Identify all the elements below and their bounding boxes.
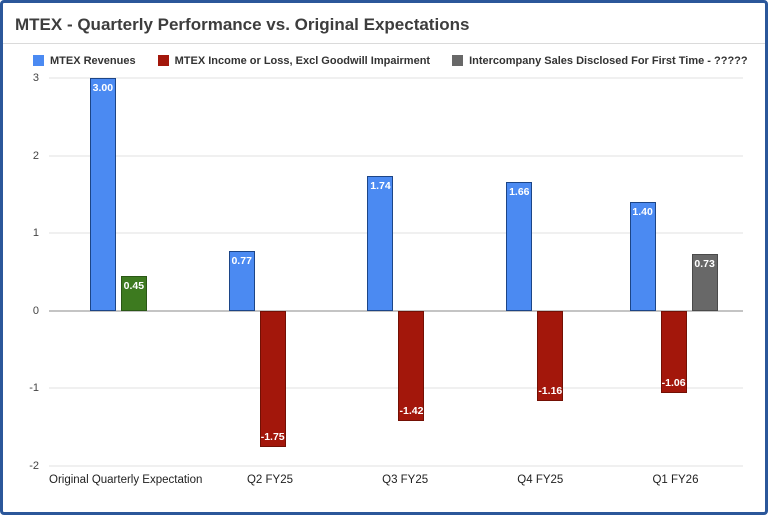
y-tick-label: -1 (29, 382, 39, 395)
category-label: Original Quarterly Expectation (49, 474, 203, 486)
gridline (49, 465, 743, 467)
bar[interactable]: 0.77 (228, 251, 255, 311)
legend-swatch (157, 55, 169, 66)
bar-value-label: 1.40 (632, 206, 653, 219)
legend-swatch (452, 55, 464, 66)
bar[interactable]: 1.74 (367, 175, 394, 311)
bar[interactable]: -1.75 (259, 310, 286, 447)
legend-label: MTEX Revenues (50, 54, 136, 67)
bar[interactable]: -1.42 (398, 310, 425, 421)
gridline (49, 155, 743, 157)
bar[interactable]: 0.45 (120, 275, 147, 311)
bar-value-label: 3.00 (92, 82, 114, 94)
category-label: Q2 FY25 (246, 474, 293, 486)
legend-item[interactable]: MTEX Income or Loss, Excl Goodwill Impai… (157, 54, 431, 67)
bar-value-label: 1.74 (370, 179, 391, 192)
bar[interactable]: 0.73 (691, 254, 718, 311)
legend-label: MTEX Income or Loss, Excl Goodwill Impai… (174, 54, 431, 67)
bar-value-label: -1.75 (260, 430, 285, 443)
y-tick-label: -2 (29, 460, 39, 472)
title-divider (3, 43, 765, 44)
legend-item[interactable]: Intercompany Sales Disclosed For First T… (452, 55, 748, 67)
y-tick-label: 3 (32, 72, 39, 84)
bar-value-label: 0.73 (694, 258, 715, 271)
bar[interactable]: 1.66 (506, 181, 533, 311)
bar-value-label: 0.77 (231, 255, 252, 268)
plot-area: 3 2 1 0 -1 -2 3.00 0.45 0.77 -1.75 1.74 -1.42 1.66 -1… (29, 72, 743, 472)
chart-area: 3 2 1 0 -1 -2 3.00 0.45 0.77 -1.75 1.74 -1.42 1.66 -1… (29, 72, 743, 472)
bar-group: 1.74 -1.42 (327, 78, 466, 466)
zero-line (49, 310, 743, 312)
bar-value-label: -1.16 (538, 384, 563, 397)
category-label: Q3 FY25 (382, 474, 429, 486)
bar-value-label: 1.66 (509, 185, 530, 198)
legend: MTEX Revenues MTEX Income or Loss, Excl G… (33, 53, 753, 68)
bar-group: 3.00 0.45 (49, 78, 188, 466)
chart-title: MTEX - Quarterly Performance vs. Origina… (15, 15, 470, 34)
gridline (49, 77, 743, 79)
bar[interactable]: -1.06 (660, 310, 687, 394)
y-tick-label: 2 (32, 149, 39, 162)
category-label: Q1 FY26 (652, 474, 699, 486)
legend-swatch (33, 55, 44, 66)
x-axis-labels: Original Quarterly Expectation Q2 FY25 Q3 … (49, 474, 743, 486)
gridline (49, 387, 743, 389)
bar[interactable]: 3.00 (89, 78, 116, 311)
legend-item[interactable]: MTEX Revenues (33, 55, 136, 67)
y-tick-label: 0 (32, 304, 39, 317)
bar-groups: 3.00 0.45 0.77 -1.75 1.74 -1.42 1.66 -1.16 1.40 -… (49, 78, 743, 466)
bar-group: 1.66 -1.16 (465, 78, 604, 466)
bar[interactable]: -1.16 (537, 310, 564, 401)
bar[interactable]: 1.40 (629, 202, 656, 311)
gridline (49, 232, 743, 234)
category-label: Q4 FY25 (517, 474, 564, 486)
bar-group: 1.40 -1.06 0.73 (604, 78, 743, 466)
bar-value-label: -1.42 (399, 404, 424, 417)
y-tick-label: 1 (32, 227, 39, 240)
bar-group: 0.77 -1.75 (188, 78, 327, 466)
bar-value-label: 0.45 (123, 279, 145, 292)
legend-label: Intercompany Sales Disclosed For First T… (469, 54, 748, 67)
bar-value-label: -1.06 (661, 377, 686, 390)
